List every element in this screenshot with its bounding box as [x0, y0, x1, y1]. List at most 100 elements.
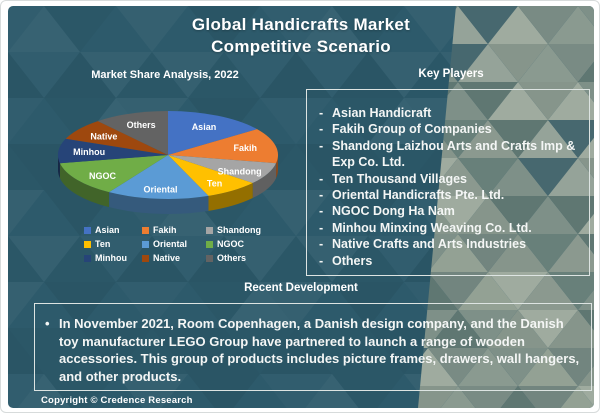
- pattern-triangle: [518, 386, 578, 408]
- pie-slice: [97, 111, 168, 155]
- pattern-triangle: [518, 82, 578, 120]
- key-player-item: - Native Crafts and Arts Industries: [319, 236, 583, 252]
- pattern-triangle: [188, 236, 260, 282]
- bullet-icon: -: [319, 106, 324, 120]
- key-player-item: - NGOC Dong Ha Nam: [319, 203, 583, 219]
- pie-slice-label: Minhou: [73, 147, 105, 157]
- key-players-box: - Asian Handicraft - Fakih Group of Compani…: [306, 89, 590, 276]
- pattern-triangle: [458, 196, 518, 234]
- pattern-triangle: [332, 190, 404, 236]
- pattern-triangle: [188, 6, 260, 52]
- key-player-item: - Shandong Laizhou Arts and Crafts Imp & …: [319, 138, 583, 171]
- pattern-triangle: [578, 82, 594, 120]
- pattern-triangle: [518, 234, 578, 272]
- pattern-triangle: [458, 234, 518, 272]
- page-title-line1: Global Handicrafts Market: [191, 15, 411, 34]
- pie-slice-label: Native: [90, 131, 117, 141]
- legend-label: Oriental: [153, 239, 188, 249]
- pattern-triangle: [428, 310, 488, 348]
- pattern-triangle: [80, 52, 152, 98]
- pattern-triangle: [518, 158, 578, 196]
- pie-slice-side: [208, 183, 253, 211]
- legend-item: NGOC: [206, 239, 286, 249]
- key-player-item: - Fakih Group of Companies: [319, 121, 583, 137]
- pattern-triangle: [578, 120, 594, 158]
- legend-label: Fakih: [153, 225, 177, 235]
- pattern-triangle: [428, 234, 488, 272]
- pattern-triangle: [578, 386, 594, 408]
- pie-slice-side: [109, 192, 209, 214]
- background-triangle-pattern: [8, 6, 594, 408]
- pattern-triangle: [368, 328, 440, 374]
- pattern-triangle: [418, 310, 458, 348]
- pattern-triangle: [458, 348, 518, 386]
- pie-slice-side: [58, 155, 60, 179]
- pattern-triangle: [8, 6, 80, 52]
- pattern-triangle: [8, 282, 44, 328]
- pattern-triangle: [548, 120, 594, 158]
- bullet-icon: -: [319, 188, 324, 203]
- pattern-triangle: [296, 236, 368, 282]
- market-share-pie-chart: Asian Fakih Shandong Ten Oriental NGOC Minhou N…: [57, 111, 278, 214]
- pattern-triangle: [332, 52, 404, 98]
- pattern-triangle: [224, 236, 296, 282]
- pattern-triangle: [548, 310, 594, 348]
- legend-item: Shandong: [206, 225, 286, 235]
- pattern-triangle: [488, 44, 548, 82]
- bullet-icon: -: [319, 138, 324, 153]
- pattern-triangle: [332, 144, 404, 190]
- pattern-triangle: [488, 82, 548, 120]
- pattern-triangle: [548, 386, 594, 408]
- pie-slice-label: Asian: [192, 122, 217, 132]
- pattern-triangle: [296, 6, 368, 52]
- pie-slice: [59, 155, 168, 193]
- legend-item: Others: [206, 253, 286, 263]
- pattern-triangle: [488, 386, 548, 408]
- recent-development-box: • In November 2021, Room Copenhagen, a D…: [34, 303, 592, 391]
- key-players-section-title: Key Players: [418, 68, 484, 80]
- pattern-triangle: [418, 348, 458, 386]
- pie-slice-label: Ten: [207, 179, 222, 189]
- pattern-triangle: [518, 44, 578, 82]
- bullet-icon: -: [319, 204, 324, 219]
- bullet-icon: -: [319, 122, 324, 137]
- legend-swatch-icon: [206, 254, 213, 262]
- pattern-triangle: [260, 282, 332, 328]
- pattern-triangle: [458, 6, 518, 44]
- pie-slice-label: Fakih: [234, 143, 258, 153]
- pattern-triangle: [518, 196, 578, 234]
- pie-slice: [109, 155, 209, 199]
- pattern-triangle: [44, 282, 116, 328]
- pattern-triangle: [428, 158, 488, 196]
- pattern-triangle: [8, 190, 44, 236]
- key-player-item: - Others: [319, 253, 583, 269]
- pattern-triangle: [548, 348, 594, 386]
- pie-slice: [65, 121, 168, 155]
- pattern-triangle: [578, 310, 594, 348]
- legend-item: Native: [142, 253, 206, 263]
- legend-label: Minhou: [95, 253, 127, 263]
- legend-swatch-icon: [206, 226, 213, 234]
- pattern-triangle: [578, 272, 594, 310]
- legend-label: Others: [217, 253, 247, 263]
- key-player-name: NGOC Dong Ha Nam: [332, 204, 455, 219]
- pattern-triangle: [428, 348, 488, 386]
- pattern-triangle: [152, 52, 224, 98]
- pattern-triangle: [578, 234, 594, 272]
- bullet-icon: -: [319, 237, 324, 252]
- pattern-triangle: [116, 6, 188, 52]
- pattern-triangle: [488, 6, 548, 44]
- pie-slice-side: [59, 163, 110, 208]
- pie-slice: [168, 155, 253, 196]
- pattern-triangle: [578, 196, 594, 234]
- infographic-canvas: Global Handicrafts Market Competitive Sc…: [8, 6, 594, 408]
- pie-slice-label: Shandong: [218, 166, 262, 176]
- legend-swatch-icon: [142, 240, 149, 248]
- legend-item: Asian: [84, 225, 142, 235]
- pattern-triangle: [458, 120, 518, 158]
- pattern-triangle: [188, 328, 260, 374]
- pattern-triangle: [548, 6, 594, 44]
- key-player-name: Ten Thousand Villages: [332, 171, 467, 186]
- legend-swatch-icon: [142, 254, 149, 262]
